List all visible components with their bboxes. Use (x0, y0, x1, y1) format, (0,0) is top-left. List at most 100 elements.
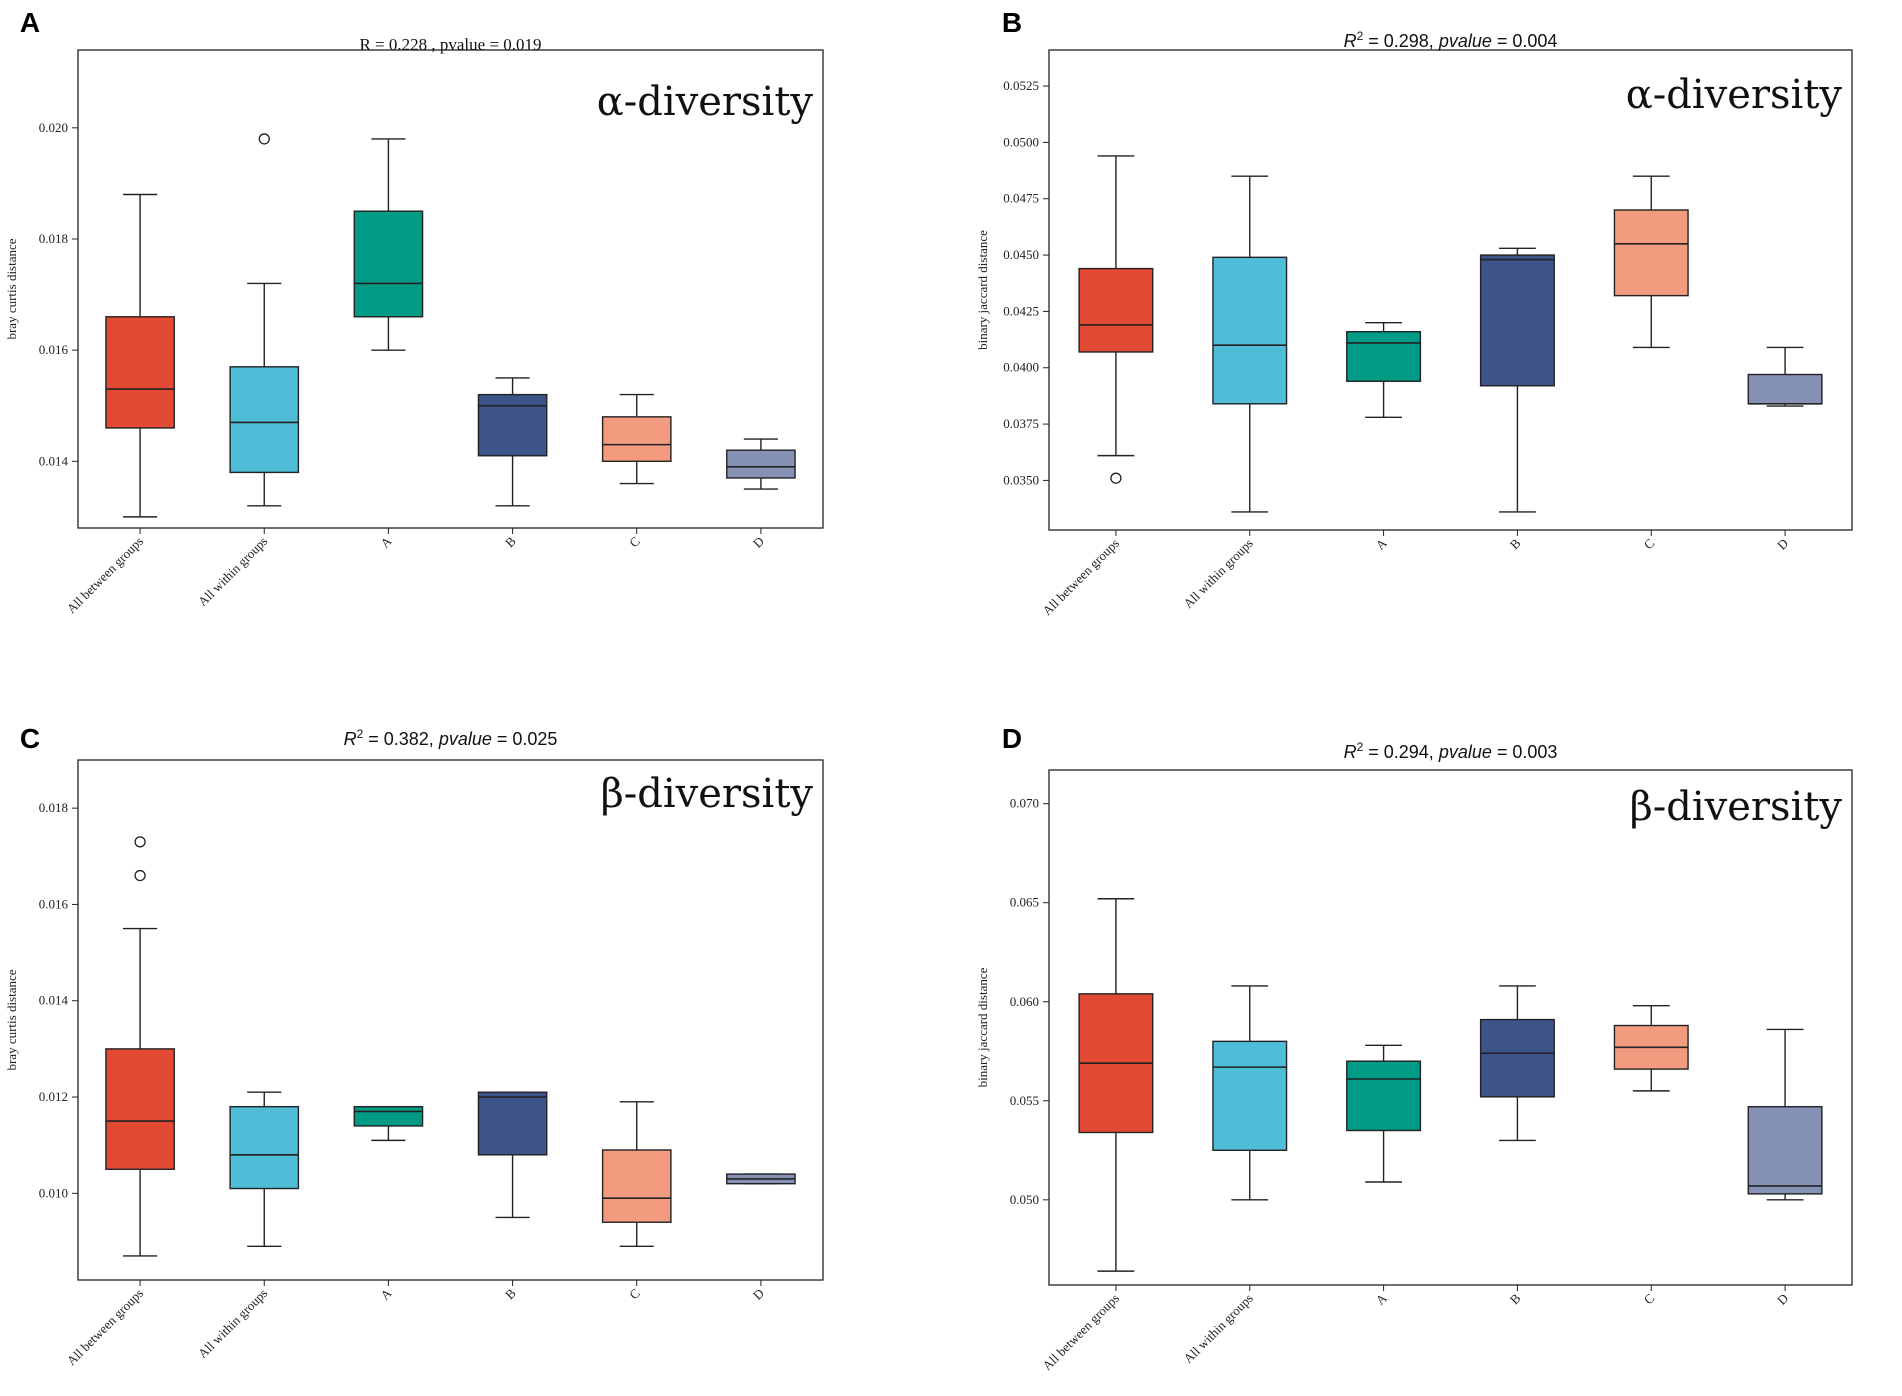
y-axis-label: binary jaccard distance (975, 967, 990, 1087)
y-tick-label: 0.065 (1010, 895, 1039, 910)
diversity-annotation: β-diversity (601, 771, 814, 817)
title-pvalue: = 0.003 (1492, 742, 1558, 762)
panel-letter: C (20, 723, 40, 754)
box-d (1747, 346, 1823, 407)
diversity-annotation: α-diversity (597, 79, 814, 125)
box-d (726, 1173, 796, 1185)
x-tick-label: A (1372, 535, 1390, 553)
box-all-between-groups (1078, 898, 1154, 1272)
y-tick-label: 0.012 (39, 1089, 68, 1104)
box-b (477, 1091, 548, 1219)
panel-c: C R2 = 0.382, pvalue = 0.025 0.010 0.012 0.0… (4, 723, 824, 1369)
x-tick-label: All between groups (64, 534, 147, 617)
box-iqr (353, 210, 424, 318)
box-all-between-groups (1078, 155, 1154, 484)
panel-b: B R2 = 0.298, pvalue = 0.004 0.0350 0.0375 0… (975, 7, 1853, 619)
panel-letter: B (1002, 7, 1022, 38)
diversity-annotation: α-diversity (1626, 72, 1843, 118)
x-tick-label: C (1641, 536, 1658, 553)
y-tick-label: 0.055 (1010, 1093, 1039, 1108)
x-tick-label: B (1507, 535, 1524, 552)
box-iqr (1346, 1060, 1422, 1132)
panel-d: D R2 = 0.294, pvalue = 0.003 0.050 0.055 0.0… (975, 723, 1853, 1374)
box-iqr (229, 1105, 300, 1190)
y-axis-label: binary jaccard distance (975, 230, 990, 350)
box-iqr (1479, 1018, 1555, 1098)
box-iqr (1613, 209, 1689, 297)
y-tick-label: 0.016 (39, 342, 69, 357)
box-iqr (229, 366, 300, 474)
box-all-between-groups (105, 836, 175, 1257)
y-tick-label: 0.016 (39, 896, 69, 911)
title-r: R (344, 729, 357, 749)
y-tick-label: 0.010 (39, 1185, 68, 1200)
title-pvalue-label: pvalue (438, 729, 492, 749)
box-all-within-groups (229, 133, 300, 507)
box-b (1479, 985, 1555, 1142)
box-iqr (726, 449, 796, 479)
y-tick-label: 0.018 (39, 231, 68, 246)
box-iqr (1078, 267, 1154, 353)
title-superscript: 2 (1357, 740, 1364, 754)
x-tick-label: A (1372, 1290, 1390, 1308)
title-superscript: 2 (1357, 29, 1364, 43)
diversity-annotation: β-diversity (1630, 784, 1843, 830)
title-pvalue: = 0.004 (1492, 31, 1558, 51)
x-tick-label: C (626, 1286, 643, 1303)
outlier-point (1110, 472, 1122, 484)
box-iqr (1479, 254, 1555, 387)
x-tick-label: All within groups (195, 534, 270, 609)
chart-title: R2 = 0.294, pvalue = 0.003 (1344, 740, 1558, 762)
box-d (1747, 1028, 1823, 1201)
box-iqr (601, 416, 672, 463)
title-value: = 0.382, (363, 729, 439, 749)
panel-a: A R = 0.228 , pvalue = 0.019 0.014 0.016 0.0… (4, 7, 824, 617)
y-tick-label: 0.0450 (1003, 247, 1039, 262)
y-tick-label: 0.0425 (1003, 303, 1039, 318)
chart-title: R2 = 0.298, pvalue = 0.004 (1344, 29, 1558, 51)
y-tick-label: 0.020 (39, 120, 68, 135)
plot-frame (77, 49, 824, 529)
y-tick-label: 0.0350 (1003, 472, 1039, 487)
box-d (726, 438, 796, 490)
box-c (601, 393, 672, 485)
plot-frame (77, 759, 824, 1281)
y-tick-label: 0.060 (1010, 994, 1039, 1009)
title-r: R (1344, 742, 1357, 762)
y-tick-label: 0.070 (1010, 796, 1039, 811)
outlier-point (134, 869, 146, 882)
x-tick-label: All between groups (64, 1286, 147, 1369)
x-tick-label: All within groups (195, 1286, 270, 1361)
box-c (601, 1101, 672, 1247)
box-c (1613, 175, 1689, 349)
box-all-within-groups (229, 1091, 300, 1247)
title-value: = 0.298, (1363, 31, 1439, 51)
x-tick-label: All between groups (1039, 536, 1122, 619)
x-tick-label: D (1774, 536, 1791, 553)
outlier-point (134, 836, 146, 848)
box-a (1346, 321, 1422, 419)
y-tick-label: 0.0525 (1003, 78, 1039, 93)
x-tick-label: All between groups (1039, 1291, 1122, 1374)
y-tick-label: 0.018 (39, 800, 68, 815)
box-c (1613, 1005, 1689, 1092)
y-tick-label: 0.014 (39, 993, 69, 1008)
box-b (477, 377, 548, 507)
box-all-between-groups (105, 193, 175, 518)
box-iqr (1212, 256, 1288, 405)
y-axis-label: bray curtis distance (4, 238, 19, 339)
plot-frame (1048, 49, 1853, 531)
box-a (1346, 1044, 1422, 1183)
title-pvalue: = 0.025 (492, 729, 558, 749)
y-tick-label: 0.050 (1010, 1192, 1039, 1207)
x-tick-label: All within groups (1180, 1291, 1255, 1366)
x-tick-label: B (502, 1285, 519, 1302)
x-tick-label: D (1774, 1291, 1791, 1308)
box-iqr (105, 1048, 175, 1170)
box-iqr (1346, 330, 1422, 382)
title-value: = 0.294, (1363, 742, 1439, 762)
x-tick-label: C (1641, 1291, 1658, 1308)
x-tick-label: D (750, 534, 767, 551)
box-a (353, 138, 424, 351)
